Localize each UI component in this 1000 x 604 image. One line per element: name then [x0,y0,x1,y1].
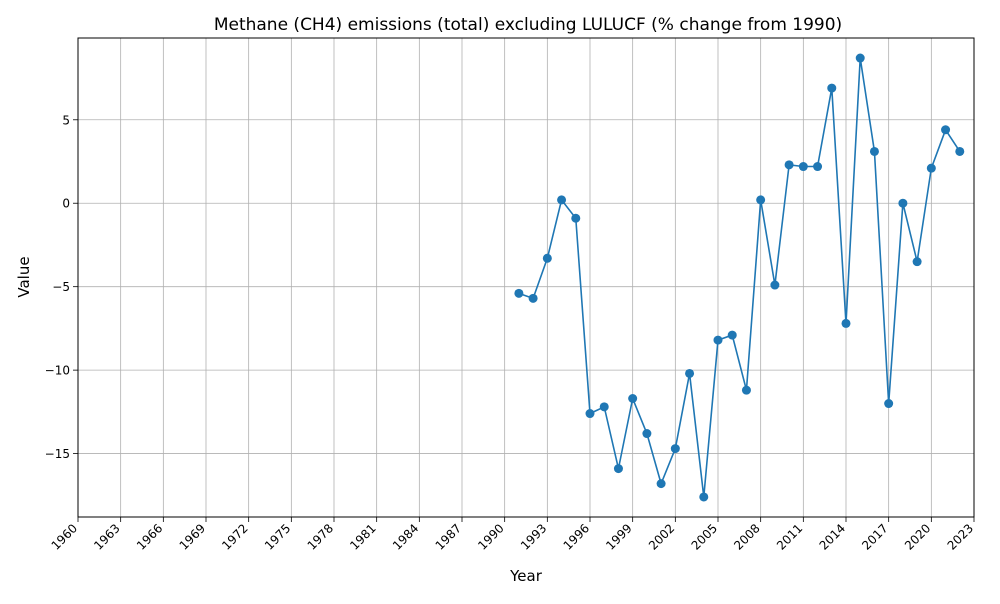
x-tick-label: 1969 [177,521,208,552]
data-point [941,125,951,135]
data-point [585,409,595,419]
x-tick-label: 1975 [262,521,293,552]
data-point [869,146,879,156]
data-point [685,368,695,378]
data-point [613,464,623,474]
x-tick-label: 1978 [305,521,336,552]
x-tick-label: 2014 [817,521,848,552]
data-point [855,53,865,63]
x-tick-label: 1993 [518,521,549,552]
x-tick-label: 2008 [731,521,762,552]
data-point [656,479,666,489]
x-tick-label: 1981 [347,521,378,552]
data-point [756,195,766,205]
x-tick-label: 2011 [774,521,805,552]
data-point [713,335,723,345]
x-tick-label: 2023 [945,521,976,552]
data-point [628,394,638,404]
y-tick-label: 5 [62,113,70,127]
x-tick-label: 1987 [433,521,464,552]
data-point [813,162,823,172]
data-point [741,385,751,395]
y-tick-label: −10 [45,364,70,378]
data-point [827,83,837,93]
x-tick-label: 1972 [219,521,250,552]
data-point [926,163,936,173]
x-tick-label: 2005 [689,521,720,552]
y-tick-label: 0 [62,197,70,211]
x-tick-label: 2017 [859,521,890,552]
data-point [557,195,567,205]
data-point [514,288,524,298]
data-point [841,318,851,328]
x-axis-label: Year [509,567,543,585]
y-tick-label: −5 [52,280,70,294]
data-point [884,399,894,409]
data-point [571,213,581,223]
x-tick-label: 2002 [646,521,677,552]
data-point [642,429,652,439]
x-tick-label: 1966 [134,521,165,552]
data-point [912,257,922,267]
data-point [542,253,552,263]
data-point [727,330,737,340]
x-tick-label: 1960 [49,521,80,552]
axes: 1960 1963 1966 1969 1972 1975 1978 1981 1984 1987… [45,37,976,553]
data-point [770,280,780,290]
x-tick-label: 1984 [390,521,421,552]
series [514,53,965,502]
data-point [898,198,908,208]
data-point [798,162,808,172]
plot-frame [77,37,975,518]
grid [77,38,975,517]
x-tick-label: 1999 [603,521,634,552]
y-axis-label: Value [15,256,33,297]
data-point [955,146,965,156]
y-tick-label: −15 [45,447,70,461]
data-point [528,293,538,303]
data-point [699,492,709,502]
data-point [784,160,794,170]
series-line [518,57,961,498]
x-tick-label: 1963 [91,521,122,552]
x-tick-label: 1996 [561,521,592,552]
x-tick-label: 2020 [902,521,933,552]
data-point [670,444,680,454]
x-tick-label: 1990 [475,521,506,552]
data-point [599,402,609,412]
chart-title: Methane (CH4) emissions (total) excludin… [214,15,842,35]
